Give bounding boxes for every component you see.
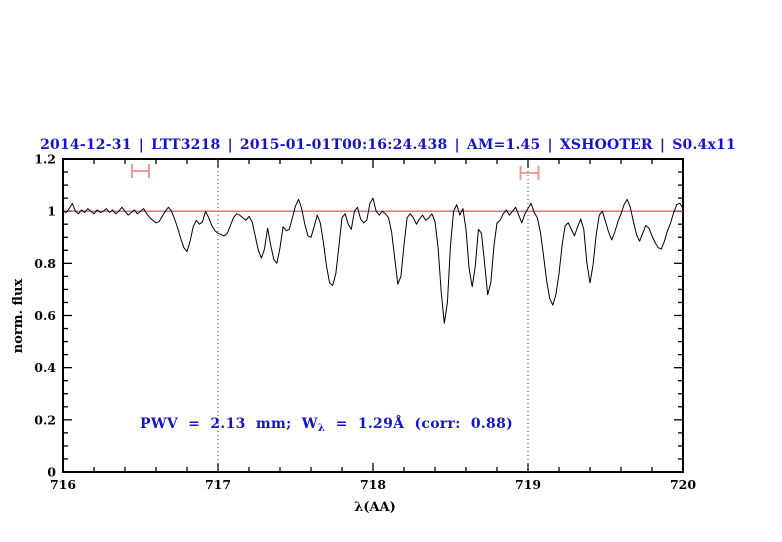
pwv-annotation: PWV = 2.13 mm; Wλ = 1.29Å (corr: 0.88) xyxy=(140,414,513,434)
range-marker xyxy=(519,165,540,180)
x-tick-label: 718 xyxy=(360,477,386,492)
pwv-annotation-subscript: λ xyxy=(318,422,326,434)
spectrum-line xyxy=(62,197,684,324)
range-marker xyxy=(130,163,151,179)
y-tick-label: 0.4 xyxy=(34,360,56,375)
spectrum-data-layer xyxy=(62,159,684,472)
y-tick-label: 0.6 xyxy=(34,308,56,323)
y-tick-label: 0.2 xyxy=(34,412,56,427)
y-axis-label: norm. flux xyxy=(11,279,26,354)
pwv-annotation-prefix: PWV = 2.13 mm; W xyxy=(140,416,318,432)
axes-layer: 716 717 718 719 720 0 0.2 0.4 0.6 0.8 1 1.2 xyxy=(34,152,696,493)
x-tick-label: 717 xyxy=(205,477,231,492)
y-tick-label: 0.8 xyxy=(34,256,56,271)
x-axis-label: λ(AA) xyxy=(354,500,396,515)
x-tick-label: 720 xyxy=(670,477,696,492)
x-tick-label: 716 xyxy=(50,477,76,492)
y-tick-label: 1 xyxy=(47,204,56,219)
y-tick-label: 0 xyxy=(47,465,56,480)
x-tick-label: 719 xyxy=(515,477,541,492)
y-tick-label: 1.2 xyxy=(34,152,56,167)
plot-title: 2014-12-31 | LTT3218 | 2015-01-01T00:16:… xyxy=(40,137,736,153)
pwv-annotation-suffix: = 1.29Å (corr: 0.88) xyxy=(325,414,513,432)
